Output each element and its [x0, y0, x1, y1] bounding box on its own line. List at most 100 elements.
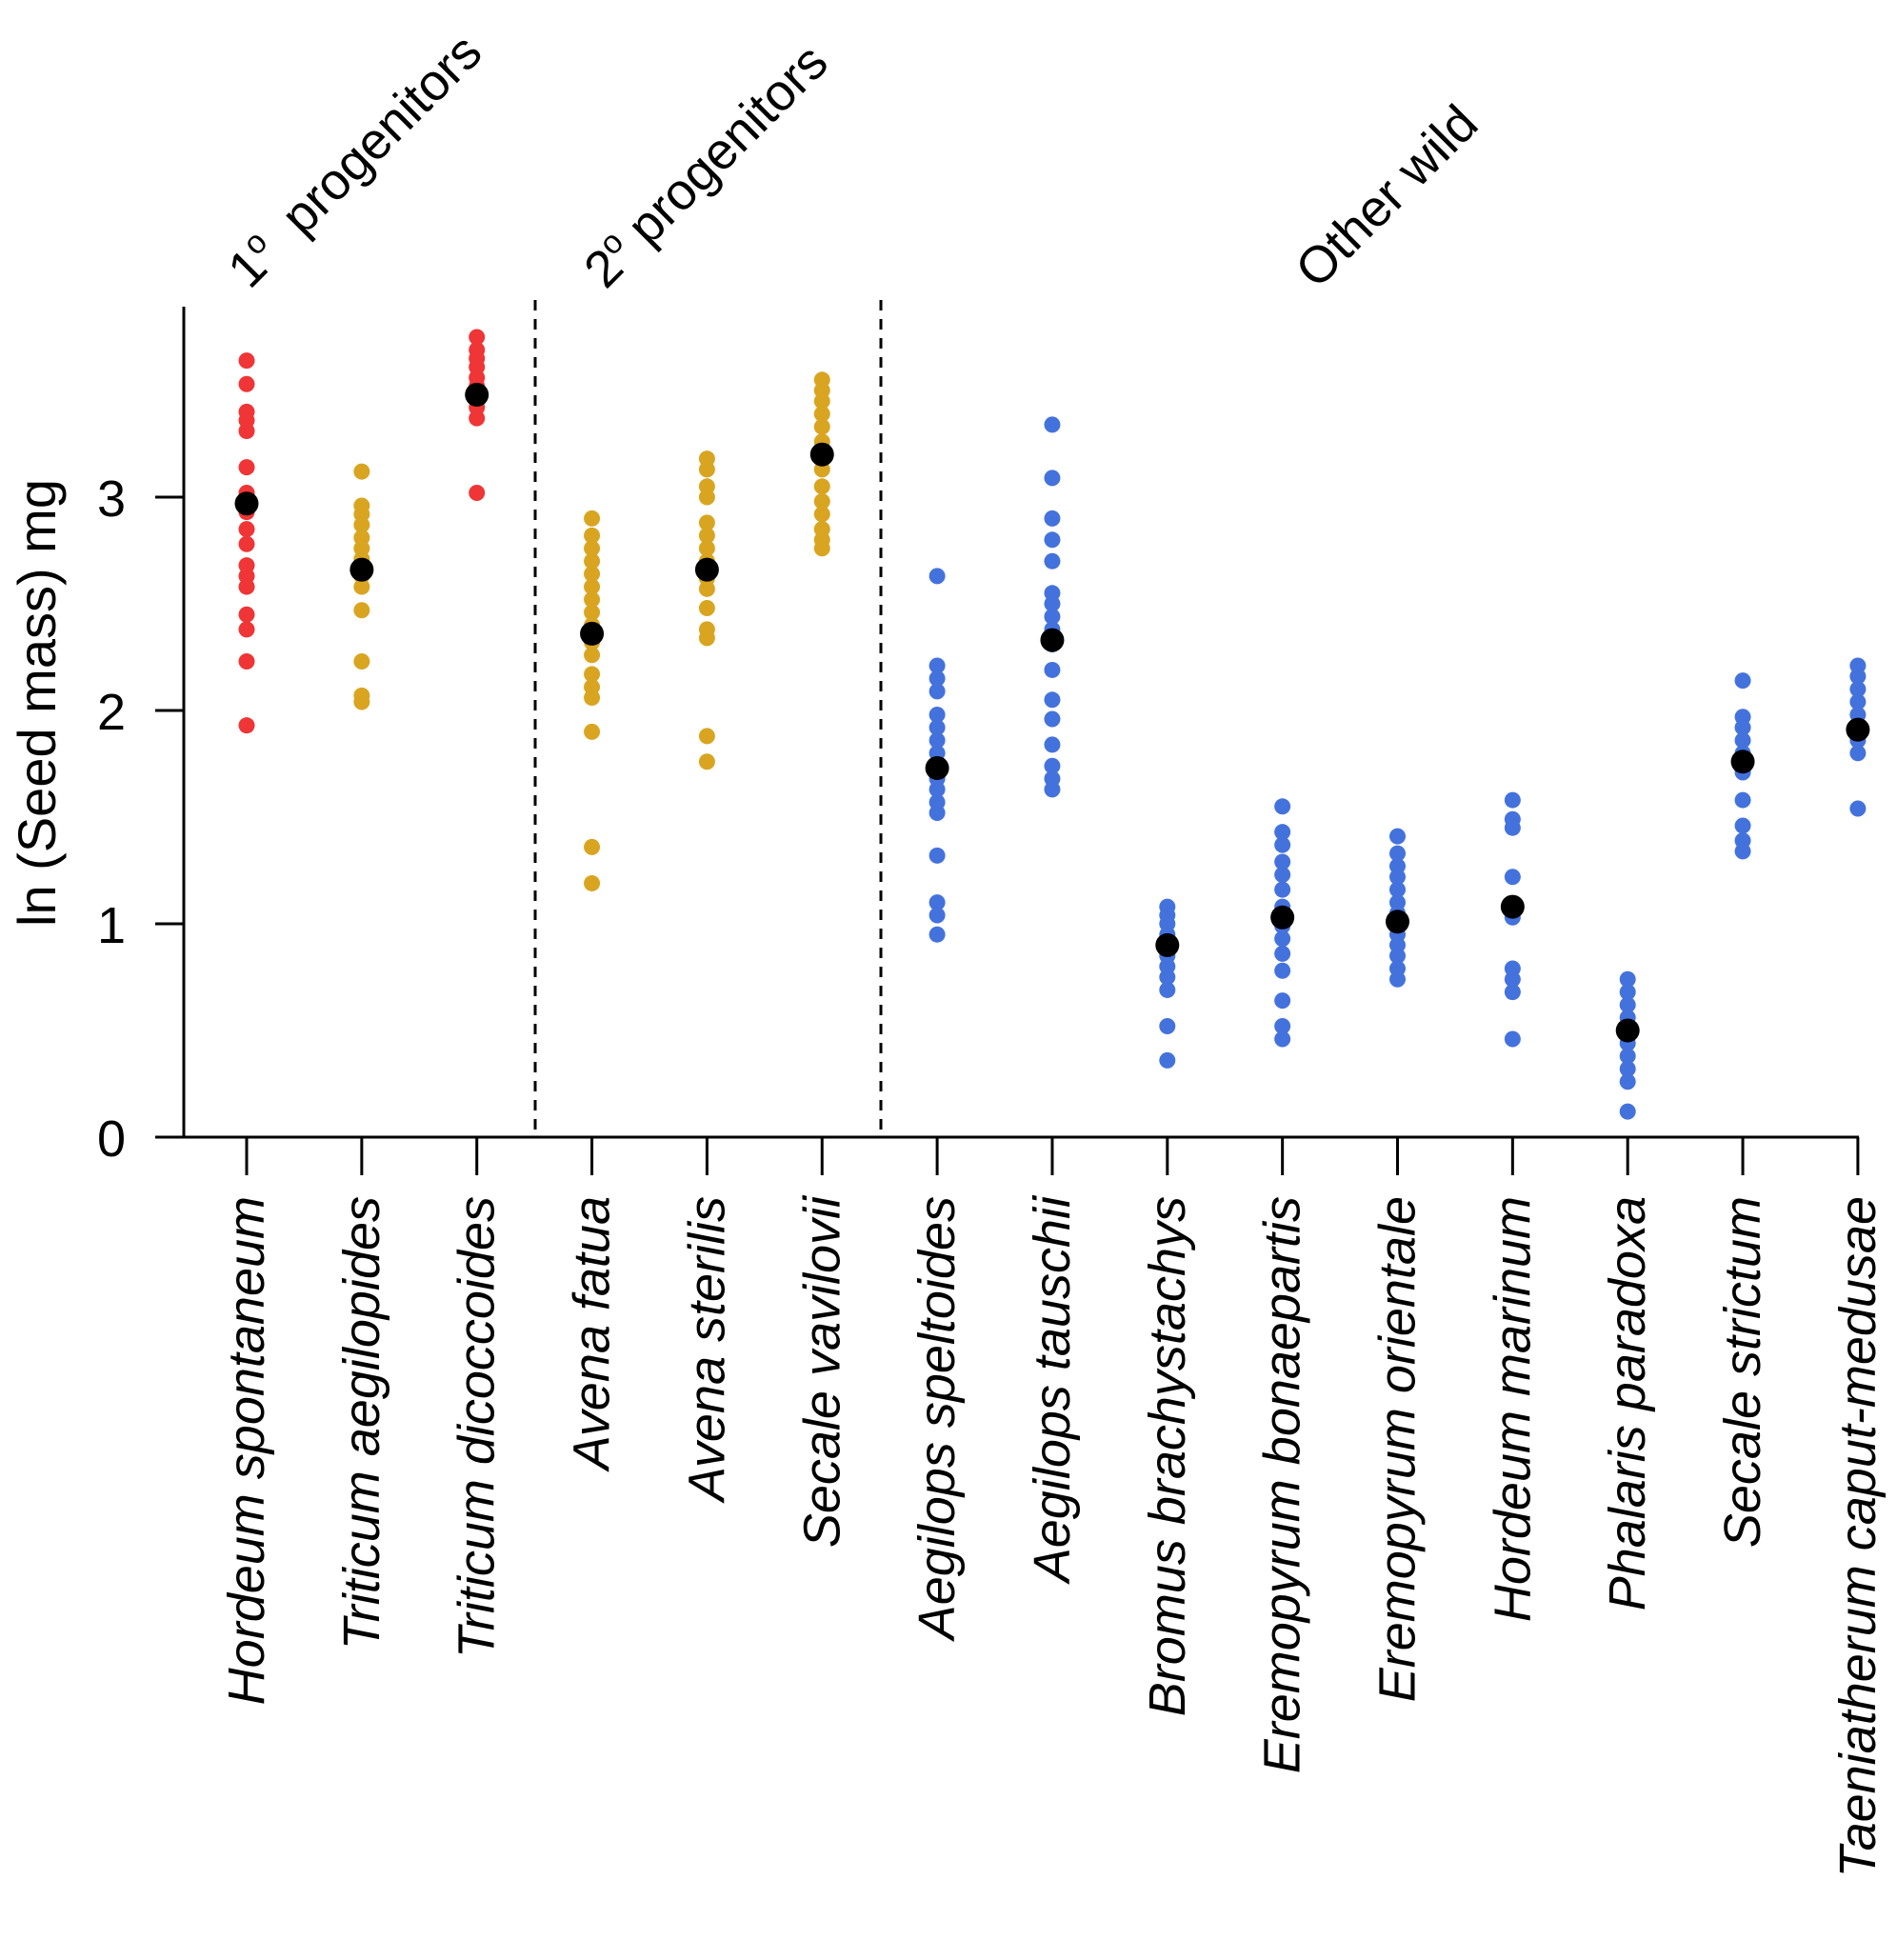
data-point — [238, 557, 255, 574]
data-point — [1274, 866, 1291, 883]
mean-point — [694, 557, 719, 582]
data-point — [584, 874, 601, 891]
data-point — [1734, 709, 1751, 726]
data-point — [698, 599, 715, 616]
category-label: Avena fatua — [564, 1196, 621, 1472]
data-point — [584, 666, 601, 683]
data-point — [1734, 832, 1751, 850]
data-point — [353, 652, 370, 670]
category-label: Aegilops speltoides — [909, 1196, 966, 1642]
data-point — [353, 497, 370, 514]
data-point — [813, 492, 830, 510]
data-point — [584, 604, 601, 621]
data-point — [238, 652, 255, 670]
data-point — [929, 847, 946, 864]
data-point — [929, 568, 946, 585]
data-point — [1619, 1073, 1636, 1090]
data-point — [1044, 552, 1061, 570]
mean-point — [1615, 1018, 1640, 1043]
group-label-secondary-progenitors: 2o progenitors — [572, 31, 839, 298]
data-point — [1044, 691, 1061, 709]
category-label: Avena sterilis — [678, 1196, 735, 1504]
data-point — [813, 406, 830, 423]
data-point — [353, 687, 370, 704]
data-point — [238, 717, 255, 734]
category-label: Eremopyrum orientale — [1369, 1196, 1427, 1702]
y-tick-label-0: 0 — [97, 1110, 126, 1168]
data-point — [1734, 672, 1751, 690]
y-ticks: 0 1 2 3 — [97, 470, 184, 1168]
mean-point — [1846, 717, 1870, 742]
data-point — [238, 375, 255, 392]
data-point — [1619, 970, 1636, 988]
data-point — [353, 602, 370, 619]
x-ticks — [245, 1137, 1860, 1175]
data-point — [469, 329, 486, 346]
data-point — [813, 506, 830, 523]
mean-point — [1386, 910, 1409, 934]
data-point — [929, 731, 946, 749]
y-tick-label-2: 2 — [97, 684, 126, 741]
data-point — [238, 621, 255, 638]
data-point — [1849, 657, 1867, 674]
data-point — [353, 530, 370, 547]
data-point — [1849, 693, 1867, 710]
y-tick-label-1: 1 — [97, 897, 126, 954]
data-point — [238, 459, 255, 476]
data-point — [584, 591, 601, 609]
data-point — [1044, 757, 1061, 774]
group-label-other-wild: Other wild — [1285, 94, 1488, 298]
data-point — [1734, 791, 1751, 809]
data-point — [929, 926, 946, 943]
mean-point — [1500, 894, 1525, 919]
category-label: Eremopyrum bonaepartis — [1254, 1196, 1311, 1773]
data-point — [1619, 1103, 1636, 1120]
category-label: Secale vavilovii — [793, 1194, 850, 1548]
data-point — [1044, 416, 1061, 433]
data-point — [584, 510, 601, 527]
data-point — [1274, 945, 1291, 962]
data-point — [1504, 960, 1521, 977]
data-point — [1274, 824, 1291, 841]
data-point — [813, 478, 830, 495]
mean-point — [1040, 628, 1065, 652]
data-point — [238, 352, 255, 370]
data-point — [1389, 894, 1406, 911]
mean-point — [234, 491, 259, 516]
category-label: Triticum aegilopides — [333, 1196, 390, 1650]
category-label: Hordeum spontaneum — [218, 1196, 275, 1705]
data-point — [1044, 770, 1061, 788]
data-point — [238, 606, 255, 623]
data-point — [584, 552, 601, 570]
mean-point — [1270, 905, 1295, 930]
data-point — [1044, 531, 1061, 549]
data-point — [1849, 800, 1867, 817]
data-point — [698, 621, 715, 638]
category-labels: Hordeum spontaneum Triticum aegilopides Tr… — [218, 1194, 1887, 1877]
data-point — [1734, 731, 1751, 749]
data-point — [1734, 817, 1751, 834]
y-tick-label-3: 3 — [97, 470, 126, 528]
mean-point — [580, 621, 605, 646]
mean-point — [1155, 932, 1180, 957]
category-label: Hordeum marinum — [1484, 1196, 1541, 1622]
data-point — [1044, 710, 1061, 728]
category-label: Phalaris paradoxa — [1599, 1196, 1656, 1610]
data-point — [238, 535, 255, 552]
category-label: Bromus brachystachys — [1139, 1196, 1196, 1716]
data-point — [584, 578, 601, 595]
data-point — [1504, 869, 1521, 886]
data-point — [1504, 810, 1521, 828]
group-label-primary-progenitors: 1o progenitors — [216, 22, 493, 299]
data-point — [584, 527, 601, 544]
data-point — [1274, 930, 1291, 948]
category-label: Triticum dicoccoides — [449, 1196, 506, 1658]
data-point — [1159, 898, 1176, 915]
data-point — [929, 670, 946, 687]
data-point — [1849, 681, 1867, 698]
data-point — [1044, 510, 1061, 527]
data-point — [1274, 798, 1291, 815]
data-point — [1504, 984, 1521, 1001]
data-point — [1044, 736, 1061, 753]
